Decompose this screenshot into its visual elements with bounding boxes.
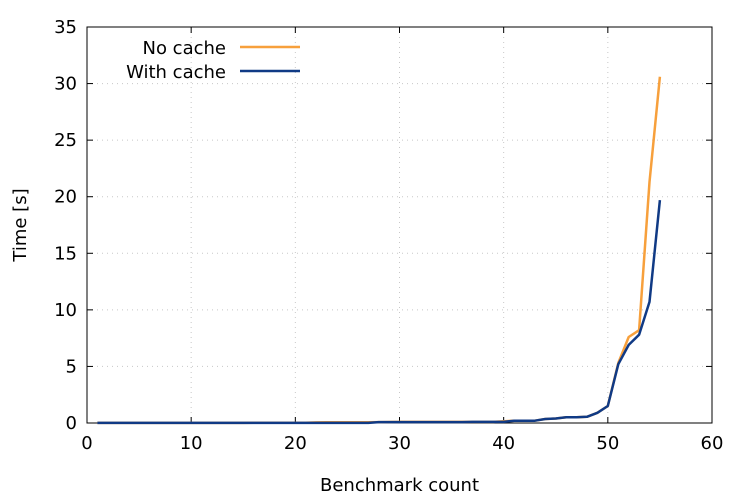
x-tick-label: 40 [492, 433, 515, 454]
y-axis-title: Time [s] [10, 188, 31, 262]
series-line-with-cache [97, 199, 662, 425]
x-tick-label: 30 [388, 433, 411, 454]
y-tick-label: 0 [66, 413, 77, 434]
grid [87, 27, 712, 423]
series-line-no-cache [97, 76, 662, 425]
y-tick-label: 20 [54, 187, 77, 208]
y-tick-label: 10 [54, 300, 77, 321]
x-tick-label: 50 [596, 433, 619, 454]
y-tick-label: 5 [66, 356, 77, 377]
x-tick-label: 60 [701, 433, 724, 454]
x-tick-label: 20 [284, 433, 307, 454]
legend-label: With cache [126, 62, 226, 83]
y-tick-label: 30 [54, 74, 77, 95]
x-tick-label: 0 [81, 433, 92, 454]
legend: No cache With cache [126, 38, 300, 83]
y-tick-label: 35 [54, 17, 77, 38]
series-group [97, 76, 662, 425]
y-tick-label: 25 [54, 130, 77, 151]
x-axis-title: Benchmark count [320, 475, 479, 496]
y-tick-label: 15 [54, 243, 77, 264]
axis-ticks: 0 10 20 30 40 50 60 0 5 10 15 20 25 30 35 [54, 17, 723, 454]
legend-label: No cache [142, 38, 226, 59]
x-tick-label: 10 [180, 433, 203, 454]
